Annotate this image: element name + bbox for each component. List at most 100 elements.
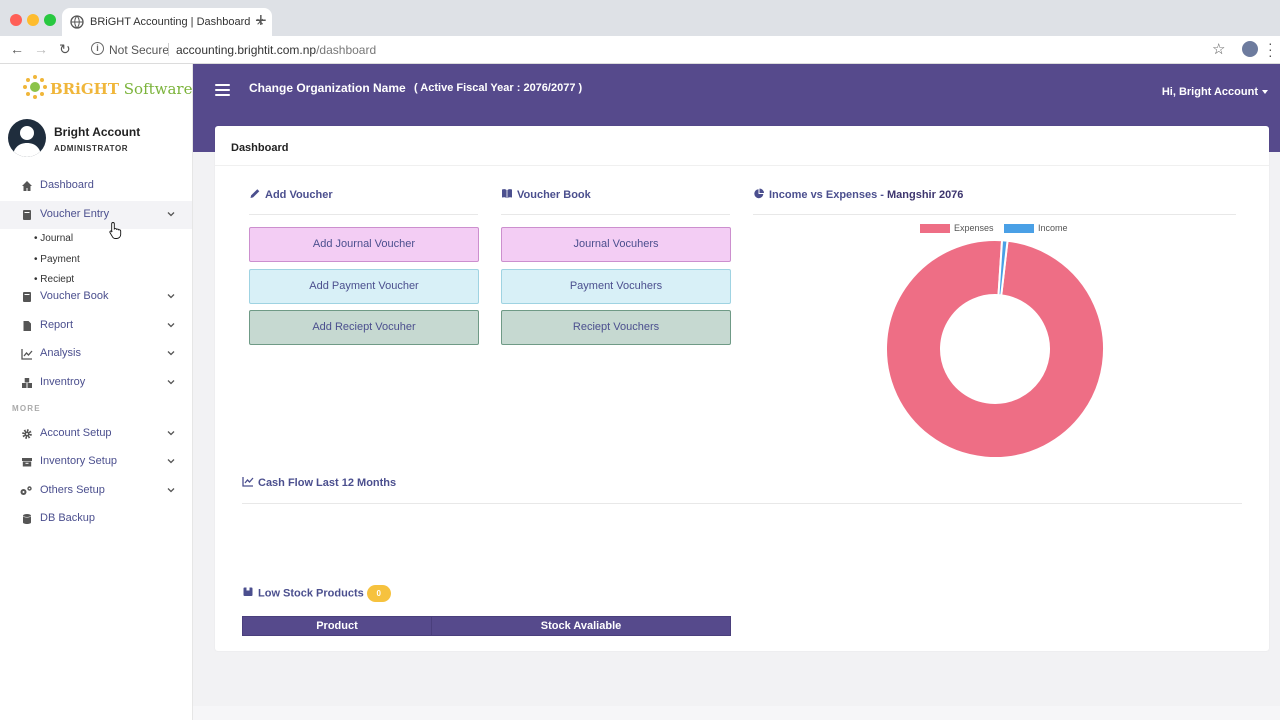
sidebar-item-label: Voucher Book	[40, 290, 109, 302]
sidebar-item-label: Account Setup	[40, 427, 112, 439]
active-fiscal-year: ( Active Fiscal Year : 2076/2077 )	[414, 82, 583, 94]
column-header-product[interactable]: Product	[242, 616, 432, 636]
donut-slice-expenses[interactable]	[886, 240, 1104, 458]
new-tab-button[interactable]: +	[255, 10, 267, 32]
sidebar-item-label: Report	[40, 319, 74, 331]
tab-close-icon[interactable]: ×	[256, 14, 264, 29]
sidebar-item-label: Dashboard	[40, 179, 94, 191]
maximize-window-button[interactable]	[44, 14, 56, 26]
logo-mark-icon	[23, 75, 47, 99]
chevron-down-icon	[167, 351, 175, 356]
forward-arrow-icon[interactable]: →	[34, 41, 48, 57]
income-expenses-heading-text: Income vs Expenses -	[769, 189, 887, 201]
sidebar-subitem-journal[interactable]: • Journal	[34, 233, 74, 244]
gear-icon	[22, 429, 32, 439]
browser-tab-bar: BRiGHT Accounting | Dashboard × +	[0, 0, 1280, 36]
add-journal-voucher-button[interactable]: Add Journal Voucher	[249, 227, 479, 262]
info-icon[interactable]: i	[91, 42, 104, 55]
sidebar-item-label: Inventroy	[40, 376, 86, 388]
dashboard-card: Dashboard Add Voucher Add Journal Vouche…	[215, 126, 1269, 651]
chart-area-icon	[242, 477, 254, 487]
sidebar-item-others-setup[interactable]: Others Setup	[0, 477, 192, 505]
sidebar-subitem-label: Journal	[40, 233, 74, 244]
sidebar-item-inventory-setup[interactable]: Inventory Setup	[0, 448, 192, 476]
sidebar-subitem-payment[interactable]: • Payment	[34, 254, 80, 265]
sidebar-item-voucher-book[interactable]: Voucher Book	[0, 283, 192, 311]
not-secure-label[interactable]: Not Secure	[109, 43, 170, 57]
voucher-book-divider	[501, 214, 730, 215]
account-menu-label: Hi, Bright Account	[1161, 86, 1258, 98]
caret-down-icon	[1262, 90, 1268, 95]
pencil-icon	[250, 189, 260, 198]
bookmark-star-icon[interactable]: ☆	[1212, 41, 1226, 58]
url-input[interactable]: accounting.brightit.com.np/dashboard	[176, 43, 376, 57]
sidebar-item-voucher-entry[interactable]: Voucher Entry	[0, 201, 192, 229]
minimize-window-button[interactable]	[27, 14, 39, 26]
logo-text: BRiGHT Software	[50, 80, 192, 98]
url-divider	[168, 43, 169, 56]
address-bar: ← → ↻ i Not Secure accounting.brightit.c…	[0, 36, 1280, 64]
legend-item-expenses[interactable]: Expenses	[920, 223, 994, 234]
card-header-divider	[215, 165, 1269, 166]
add-voucher-divider	[249, 214, 478, 215]
sidebar-item-dashboard[interactable]: Dashboard	[0, 172, 192, 200]
browser-tab[interactable]: BRiGHT Accounting | Dashboard ×	[62, 8, 272, 36]
cash-flow-heading: Cash Flow Last 12 Months	[242, 476, 396, 489]
reciept-vouchers-button[interactable]: Reciept Vouchers	[501, 310, 731, 345]
voucher-book-heading: Voucher Book	[501, 188, 591, 201]
globe-icon	[70, 15, 84, 29]
reload-icon[interactable]: ↻	[59, 41, 71, 57]
legend-label-income: Income	[1038, 223, 1068, 233]
pointer-cursor-icon	[109, 222, 122, 239]
sidebar-subitem-label: Payment	[40, 254, 80, 265]
profile-avatar[interactable]	[1242, 41, 1258, 57]
income-expenses-donut-chart	[886, 240, 1104, 458]
organization-name-link[interactable]: Change Organization Name	[249, 81, 406, 95]
sidebar-item-report[interactable]: Report	[0, 312, 192, 340]
donut-slice-income[interactable]	[997, 240, 1009, 297]
chevron-down-icon	[167, 294, 175, 299]
url-host: accounting.brightit.com.np	[176, 43, 317, 57]
add-voucher-heading: Add Voucher	[249, 188, 333, 201]
chevron-down-icon	[167, 488, 175, 493]
add-voucher-heading-text: Add Voucher	[265, 189, 333, 201]
add-reciept-voucher-button[interactable]: Add Reciept Vocuher	[249, 310, 479, 345]
hamburger-menu-icon[interactable]	[215, 84, 230, 96]
legend-label-expenses: Expenses	[954, 223, 994, 233]
account-menu-dropdown[interactable]: Hi, Bright Account	[1162, 86, 1268, 98]
page-footer-area	[193, 706, 1280, 720]
sidebar-item-account-setup[interactable]: Account Setup	[0, 420, 192, 448]
chevron-down-icon	[167, 431, 175, 436]
add-payment-voucher-button[interactable]: Add Payment Voucher	[249, 269, 479, 304]
chevron-down-icon	[167, 323, 175, 328]
sidebar-item-analysis[interactable]: Analysis	[0, 340, 192, 368]
cash-flow-divider	[242, 503, 1242, 504]
income-expenses-period: Mangshir 2076	[887, 189, 964, 201]
user-silhouette-icon	[13, 126, 41, 157]
sidebar-item-inventory[interactable]: Inventroy	[0, 369, 192, 397]
column-header-stock-available[interactable]: Stock Avaliable	[431, 616, 731, 636]
browser-menu-icon[interactable]: · · ·	[1268, 35, 1273, 63]
url-path: /dashboard	[316, 43, 377, 57]
sidebar-item-db-backup[interactable]: DB Backup	[0, 505, 192, 533]
user-role: ADMINISTRATOR	[54, 144, 129, 153]
journal-vouchers-button[interactable]: Journal Vocuhers	[501, 227, 731, 262]
sidebar-section-more: MORE	[12, 404, 41, 413]
close-window-button[interactable]	[10, 14, 22, 26]
legend-item-income[interactable]: Income	[1004, 223, 1068, 234]
low-stock-heading-text: Low Stock Products	[258, 587, 364, 600]
cash-flow-heading-text: Cash Flow Last 12 Months	[258, 477, 397, 489]
payment-vouchers-button[interactable]: Payment Vocuhers	[501, 269, 731, 304]
archive-icon	[22, 458, 32, 467]
income-expenses-heading: Income vs Expenses - Mangshir 2076	[753, 188, 963, 201]
sidebar-subitem-label: Reciept	[40, 274, 75, 283]
sidebar-subitem-reciept[interactable]: • Reciept	[34, 274, 75, 283]
brand-logo[interactable]: BRiGHT Software	[22, 74, 192, 104]
legend-swatch-expenses	[920, 224, 950, 234]
logo-text-bright: BRiGHT	[50, 80, 119, 98]
tab-title: BRiGHT Accounting | Dashboard	[90, 16, 251, 28]
user-name: Bright Account	[54, 125, 141, 139]
page-title: Dashboard	[231, 142, 289, 154]
logo-text-software: Software	[119, 80, 193, 98]
back-arrow-icon[interactable]: ←	[10, 41, 24, 57]
